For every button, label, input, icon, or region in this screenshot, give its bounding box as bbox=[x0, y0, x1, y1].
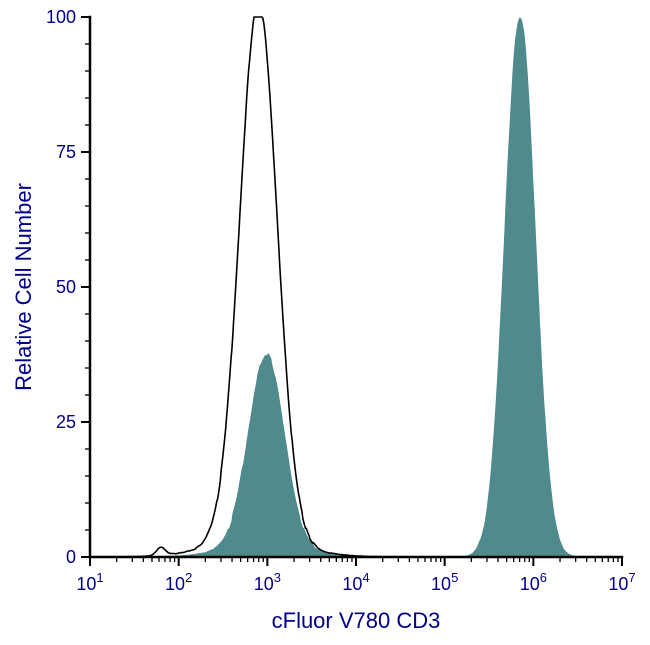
x-tick-label: 101 bbox=[76, 570, 103, 594]
x-axis-ticks: 101 102 103 104 105 106 107 bbox=[76, 557, 636, 594]
y-axis-label: Relative Cell Number bbox=[11, 183, 36, 391]
x-tick-label: 103 bbox=[254, 570, 281, 594]
x-tick-label: 102 bbox=[165, 570, 192, 594]
x-tick-label: 104 bbox=[342, 570, 369, 594]
x-tick-label: 107 bbox=[608, 570, 635, 594]
x-tick-label: 105 bbox=[431, 570, 458, 594]
y-tick-label: 75 bbox=[56, 142, 76, 162]
y-axis-ticks: 0 25 50 75 100 bbox=[46, 7, 90, 567]
y-tick-label: 50 bbox=[56, 277, 76, 297]
y-tick-label: 100 bbox=[46, 7, 76, 27]
y-tick-label: 0 bbox=[66, 547, 76, 567]
x-tick-label: 106 bbox=[520, 570, 547, 594]
cfluor-v780-cd3-stained-filled-histogram bbox=[112, 17, 587, 558]
x-axis-label: cFluor V780 CD3 bbox=[271, 608, 441, 633]
y-tick-label: 25 bbox=[56, 412, 76, 432]
